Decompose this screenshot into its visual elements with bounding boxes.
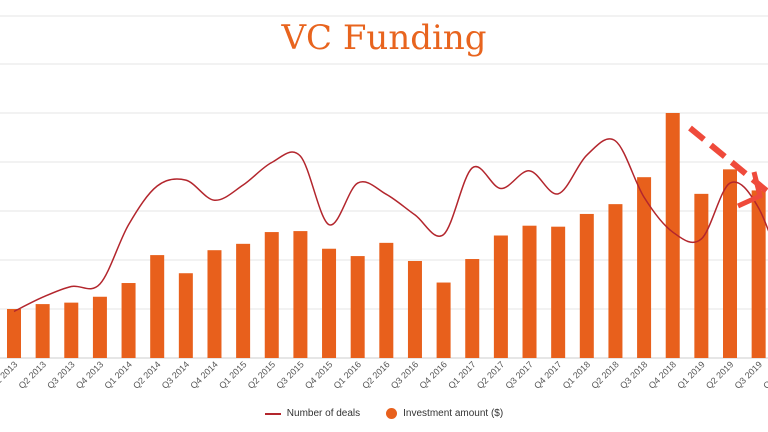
bar[interactable] [293, 231, 308, 358]
bar[interactable] [723, 169, 737, 358]
legend-line-swatch [264, 412, 281, 415]
bar[interactable] [350, 256, 365, 358]
legend-item-deals[interactable]: Number of deals [264, 408, 361, 419]
trend-arrow [688, 125, 768, 209]
bar[interactable] [436, 282, 451, 358]
x-tick-label: Q2 2013 [17, 359, 48, 390]
x-tick-label: Q3 2019 [733, 359, 764, 390]
x-tick-label: Q2 2016 [360, 359, 391, 390]
x-tick-label: Q1 2013 [0, 359, 19, 390]
bar[interactable] [637, 177, 652, 358]
x-tick-label: Q1 2016 [332, 359, 363, 390]
x-tick-label: Q4 2014 [188, 359, 219, 390]
x-tick-label: Q1 2014 [102, 359, 133, 390]
bar[interactable] [493, 235, 508, 359]
bar[interactable] [7, 309, 21, 358]
bar[interactable] [178, 273, 193, 358]
bars [7, 113, 766, 359]
x-tick-label: Q2 2018 [589, 359, 620, 390]
bar[interactable] [665, 113, 680, 358]
bar[interactable] [551, 226, 566, 358]
bar[interactable] [522, 225, 537, 358]
x-tick-label: Q3 2013 [45, 359, 76, 390]
bar[interactable] [465, 259, 480, 358]
x-tick-label: Q2 2015 [246, 359, 277, 390]
x-tick-label: Q4 2013 [74, 359, 105, 390]
x-tick-label: Q2 2017 [475, 359, 506, 390]
bar[interactable] [236, 243, 251, 358]
legend-dot-swatch [386, 408, 398, 419]
deals-line-group [13, 138, 768, 313]
bar[interactable] [35, 304, 50, 358]
bar[interactable] [608, 204, 623, 358]
bar[interactable] [579, 213, 594, 358]
deals-line[interactable] [13, 138, 768, 313]
x-tick-label: Q4 2019 [761, 359, 768, 390]
bar[interactable] [92, 296, 107, 358]
legend: Number of deals Investment amount ($) [0, 408, 768, 419]
x-tick-label: Q2 2014 [131, 359, 162, 390]
x-tick-label: Q4 2015 [303, 359, 334, 390]
x-tick-label: Q1 2015 [217, 359, 248, 390]
bar[interactable] [207, 250, 222, 358]
x-tick-label: Q1 2018 [561, 359, 592, 390]
legend-label-investment: Investment amount ($) [403, 408, 504, 419]
x-tick-label: Q3 2018 [618, 359, 649, 390]
bar[interactable] [694, 193, 709, 358]
legend-item-investment[interactable]: Investment amount ($) [386, 408, 503, 419]
x-tick-label: Q3 2015 [274, 359, 305, 390]
bar[interactable] [150, 255, 165, 358]
x-tick-label: Q4 2017 [532, 359, 563, 390]
bar[interactable] [751, 190, 766, 358]
x-tick-label: Q2 2019 [704, 359, 735, 390]
x-tick-label: Q1 2019 [675, 359, 706, 390]
x-tick-label: Q4 2016 [418, 359, 449, 390]
trend-arrow-head [736, 171, 763, 209]
x-tick-label: Q4 2018 [647, 359, 678, 390]
x-tick-label: Q1 2017 [446, 359, 477, 390]
bar[interactable] [264, 232, 279, 358]
bar[interactable] [121, 283, 136, 358]
bar[interactable] [379, 242, 394, 358]
bar[interactable] [407, 260, 422, 358]
x-tick-label: Q3 2017 [503, 359, 534, 390]
x-tick-label: Q3 2016 [389, 359, 420, 390]
chart-title: VC Funding [281, 18, 487, 58]
x-tick-label: Q3 2014 [160, 359, 191, 390]
bar[interactable] [322, 248, 337, 358]
legend-label-deals: Number of deals [286, 408, 361, 419]
bar[interactable] [64, 302, 79, 358]
